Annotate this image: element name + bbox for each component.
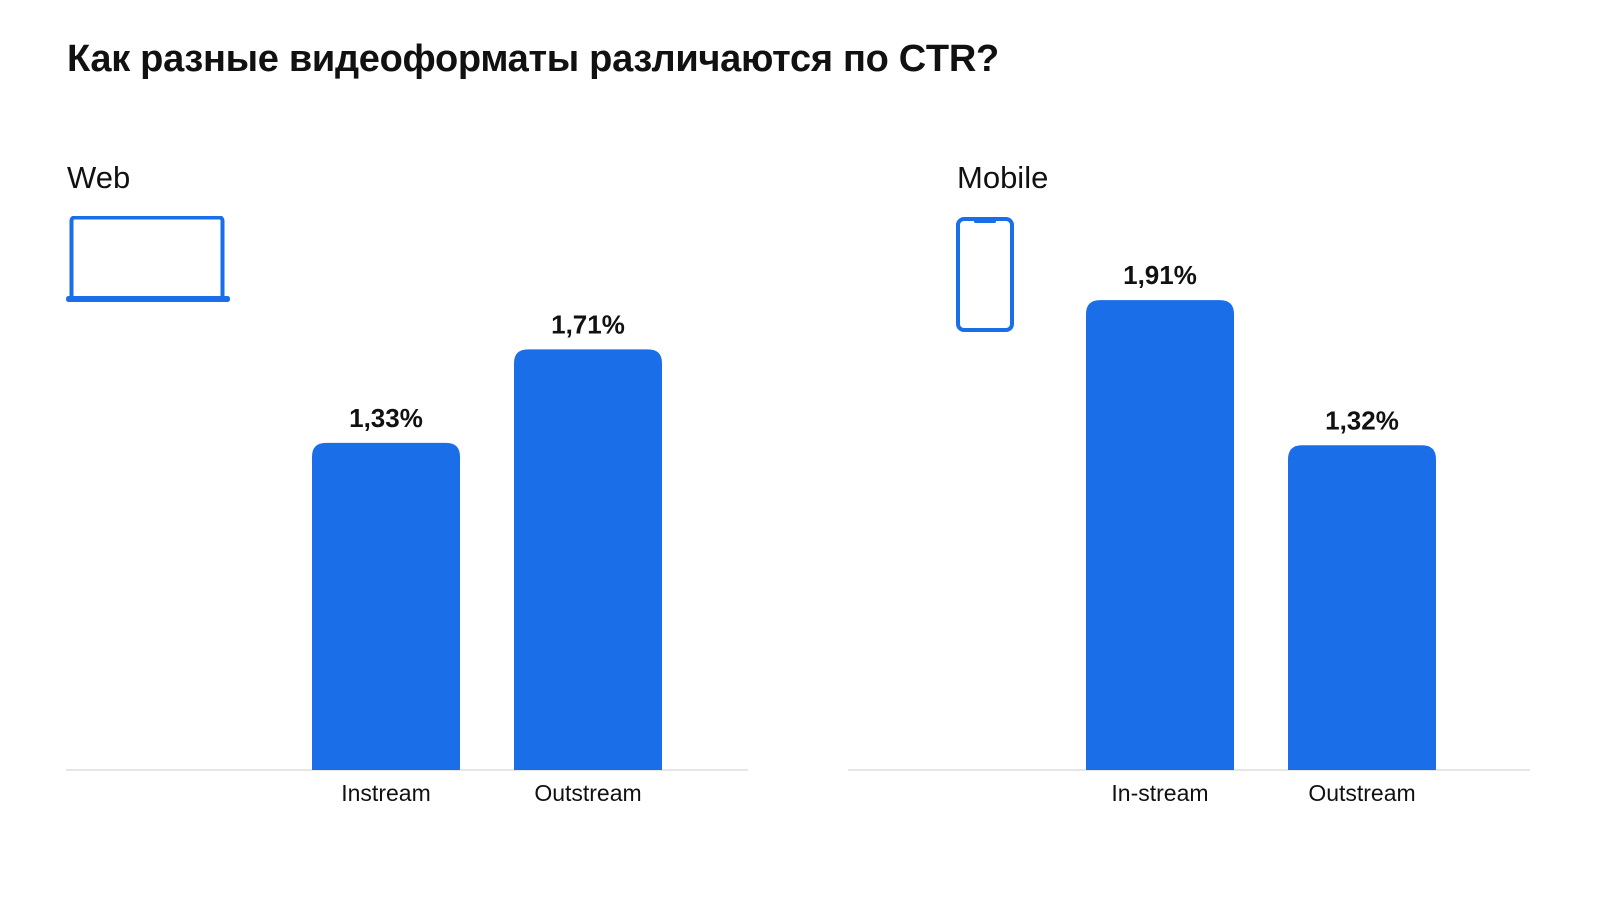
web-category-label-outstream: Outstream [534,780,641,806]
mobile-bar-chart: 1,91% In-stream 1,32% Outstream [848,260,1530,806]
mobile-category-label-outstream: Outstream [1308,780,1415,806]
web-value-label-outstream: 1,71% [551,309,625,339]
web-bar-outstream [514,349,662,770]
mobile-chart-title: Mobile [957,160,1049,195]
mobile-value-label-in-stream: 1,91% [1123,260,1197,290]
laptop-icon [66,215,236,311]
mobile-value-label-outstream: 1,32% [1325,405,1399,435]
web-category-label-instream: Instream [341,780,430,806]
mobile-bar-outstream [1288,445,1436,770]
page-title: Как разные видеоформаты различаются по C… [67,38,999,80]
mobile-bar-in-stream [1086,300,1234,770]
web-value-label-instream: 1,33% [349,403,423,433]
web-bar-instream [312,442,460,770]
web-bar-chart: 1,33% Instream 1,71% Outstream [66,309,748,806]
mobile-category-label-in-stream: In-stream [1111,780,1208,806]
web-chart-title: Web [67,160,131,195]
smartphone-icon [956,217,1016,340]
